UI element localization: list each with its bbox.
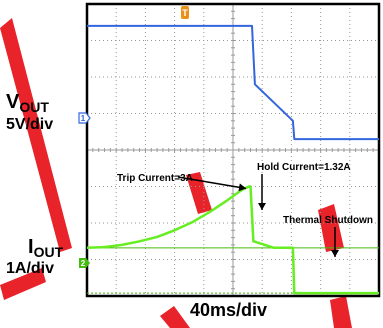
- iout-label-sub: OUT: [33, 244, 64, 260]
- annotation-text: Hold Current=1.32A: [257, 162, 351, 173]
- trigger-marker: T: [181, 6, 189, 19]
- vout-label: VOUT: [6, 92, 49, 117]
- plot-frame: [85, 2, 381, 298]
- ch1-marker-text: 1: [81, 114, 86, 123]
- time-scale-label: 40ms/div: [190, 300, 268, 320]
- annotation-arrow-head: [331, 250, 339, 257]
- annotation-arrow-head: [258, 203, 266, 210]
- ch2-marker: 2: [79, 258, 90, 268]
- series-vout-line: [87, 24, 379, 141]
- annotation-text: Trip Current=3A: [117, 173, 193, 184]
- iout-label-main: I: [28, 236, 34, 258]
- ch2-marker-text: 2: [81, 259, 86, 268]
- annotation-text: Thermal Shutdown: [283, 215, 373, 226]
- vout-scale-label: 5V/div: [6, 116, 54, 133]
- iout-label: IOUT: [28, 237, 63, 262]
- annotation-arrow-head: [238, 183, 247, 192]
- vout-label-main: V: [6, 91, 20, 113]
- annotation-arrow-shaft: [177, 176, 247, 190]
- series-iout-line: [86, 185, 379, 295]
- trigger-marker-text: T: [182, 8, 188, 18]
- vout-label-sub: OUT: [19, 99, 49, 115]
- iout-scale-label: 1A/div: [6, 260, 55, 277]
- ch1-marker: 1: [78, 112, 91, 124]
